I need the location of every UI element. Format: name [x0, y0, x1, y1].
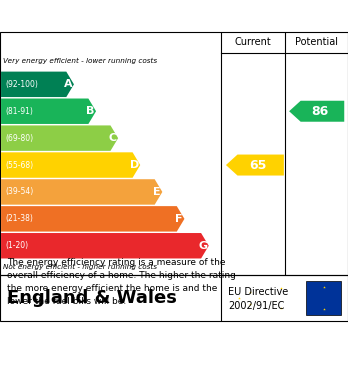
Text: EU Directive: EU Directive: [228, 287, 288, 298]
Text: Potential: Potential: [295, 37, 338, 47]
Polygon shape: [1, 179, 162, 204]
Polygon shape: [226, 154, 284, 176]
Polygon shape: [1, 99, 96, 124]
Text: Current: Current: [235, 37, 271, 47]
Polygon shape: [289, 101, 344, 122]
Text: G: G: [198, 241, 207, 251]
Text: (39-54): (39-54): [5, 187, 33, 196]
Text: Very energy efficient - lower running costs: Very energy efficient - lower running co…: [3, 58, 158, 64]
Text: (21-38): (21-38): [5, 214, 33, 223]
Text: D: D: [130, 160, 139, 170]
Text: F: F: [175, 214, 182, 224]
Text: C: C: [108, 133, 116, 143]
Text: A: A: [64, 79, 72, 89]
Text: The energy efficiency rating is a measure of the
overall efficiency of a home. T: The energy efficiency rating is a measur…: [7, 258, 236, 305]
Text: Energy Efficiency Rating: Energy Efficiency Rating: [10, 9, 220, 23]
Text: B: B: [86, 106, 94, 116]
Text: 65: 65: [249, 158, 267, 172]
Polygon shape: [1, 126, 118, 151]
Polygon shape: [1, 206, 184, 231]
Text: (92-100): (92-100): [5, 80, 38, 89]
Text: 2002/91/EC: 2002/91/EC: [228, 301, 284, 311]
Text: (69-80): (69-80): [5, 134, 33, 143]
Text: (81-91): (81-91): [5, 107, 33, 116]
Text: (1-20): (1-20): [5, 241, 28, 250]
Text: 86: 86: [311, 105, 328, 118]
Bar: [306, 280, 341, 316]
Text: (55-68): (55-68): [5, 161, 33, 170]
Text: E: E: [153, 187, 160, 197]
Polygon shape: [1, 152, 140, 178]
Text: England & Wales: England & Wales: [7, 289, 177, 307]
Text: Not energy efficient - higher running costs: Not energy efficient - higher running co…: [3, 264, 158, 270]
Polygon shape: [1, 72, 74, 97]
Polygon shape: [1, 233, 209, 258]
